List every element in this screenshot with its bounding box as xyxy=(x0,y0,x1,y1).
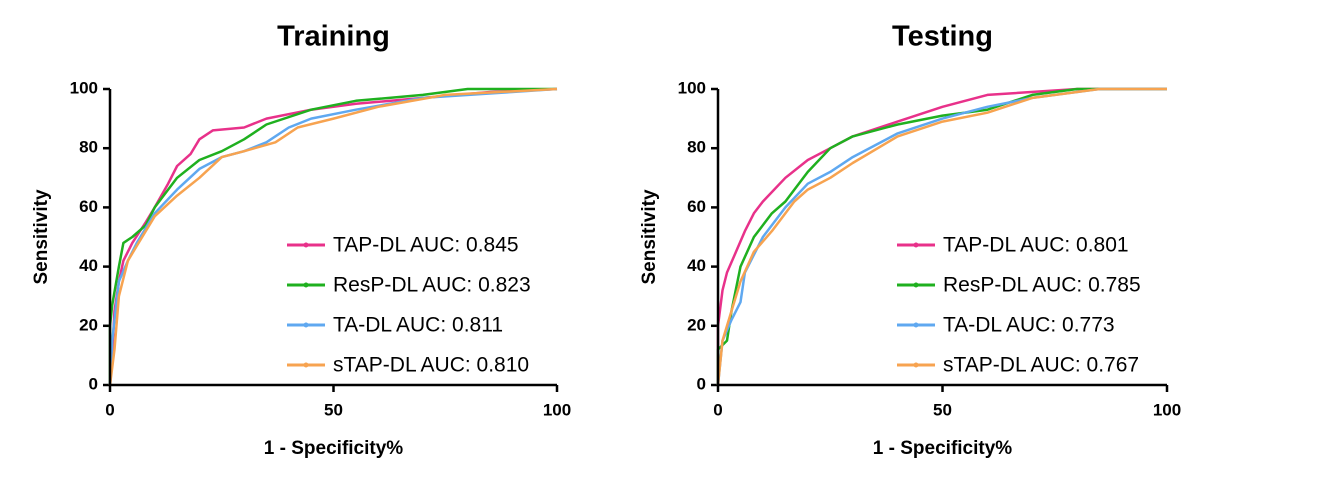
roc-curve xyxy=(108,87,558,386)
legend-label: TA-DL AUC: 0.811 xyxy=(333,314,503,337)
y-axis-label: Sensitivity xyxy=(639,189,660,284)
legend-marker xyxy=(913,322,919,328)
y-tick-label: 20 xyxy=(687,315,706,334)
x-tick-label: 0 xyxy=(105,400,114,419)
legend-label: TAP-DL AUC: 0.845 xyxy=(333,234,519,257)
legend-marker xyxy=(303,322,309,328)
legend-label: ResP-DL AUC: 0.823 xyxy=(333,274,531,297)
y-tick-label: 100 xyxy=(678,78,706,97)
y-tick-label: 0 xyxy=(89,374,98,393)
y-tick-label: 100 xyxy=(70,78,98,97)
y-axis-label: Sensitivity xyxy=(31,189,52,284)
legend-marker xyxy=(303,282,309,288)
legend-label: sTAP-DL AUC: 0.767 xyxy=(943,354,1139,377)
x-axis-label: 1 - Specificity% xyxy=(264,438,403,459)
plot: Training 1 - Specificity% Sensitivity 0 20 40… xyxy=(31,21,571,459)
y-tick-label: 20 xyxy=(79,315,98,334)
legend-marker xyxy=(913,282,919,288)
legend-label: TA-DL AUC: 0.773 xyxy=(943,314,1115,337)
y-tick-label: 80 xyxy=(687,138,706,157)
x-tick-label: 0 xyxy=(713,400,722,419)
y-tick-label: 60 xyxy=(79,197,98,216)
legend-marker xyxy=(913,362,919,368)
legend-label: TAP-DL AUC: 0.801 xyxy=(943,234,1129,257)
y-tick-label: 0 xyxy=(697,374,706,393)
legend-marker xyxy=(913,242,919,248)
roc-curve xyxy=(716,87,1167,386)
x-axis-label: 1 - Specificity% xyxy=(873,438,1012,459)
y-tick-label: 80 xyxy=(79,138,98,157)
chart-title: Testing xyxy=(892,21,993,53)
legend-marker xyxy=(303,242,309,248)
y-tick-label: 60 xyxy=(687,197,706,216)
roc-curve xyxy=(108,87,557,385)
legend-label: ResP-DL AUC: 0.785 xyxy=(943,274,1141,297)
plot: Testing 1 - Specificity% Sensitivity 0 20 40 6… xyxy=(639,21,1181,459)
x-tick-label: 50 xyxy=(324,400,343,419)
roc-curve xyxy=(716,87,1167,386)
x-tick-label: 100 xyxy=(1153,400,1181,419)
legend-label: sTAP-DL AUC: 0.810 xyxy=(333,354,529,377)
legend-marker xyxy=(303,362,309,368)
x-tick-label: 100 xyxy=(543,400,571,419)
x-tick-label: 50 xyxy=(933,400,952,419)
chart-title: Training xyxy=(277,21,390,53)
y-tick-label: 40 xyxy=(79,256,98,275)
roc-curve xyxy=(716,87,1167,385)
y-tick-label: 40 xyxy=(687,256,706,275)
